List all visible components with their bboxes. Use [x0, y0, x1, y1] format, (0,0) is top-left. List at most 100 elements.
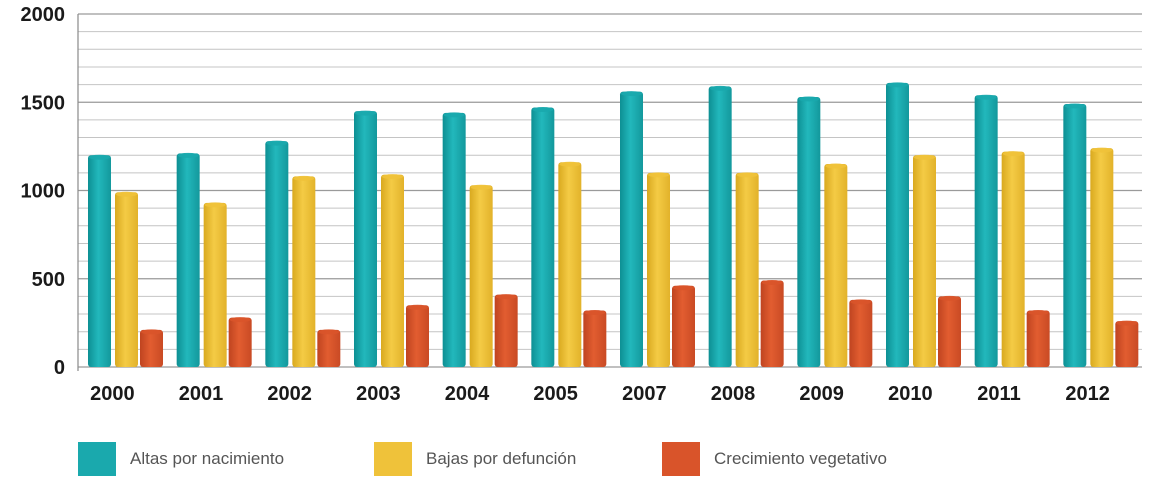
bar-body [494, 294, 518, 367]
bar-top [229, 317, 251, 323]
bar [381, 174, 404, 367]
legend-label-crecimiento: Crecimiento vegetativo [714, 449, 887, 468]
x-tick-label: 2002 [267, 383, 312, 405]
x-tick-label: 2011 [977, 383, 1020, 405]
bar-top [1064, 103, 1086, 109]
bar-top [89, 154, 110, 160]
bar-top [355, 110, 376, 116]
bar-top [1091, 147, 1113, 153]
bar-body [849, 299, 873, 367]
bar [203, 202, 227, 367]
bar-body [583, 310, 607, 367]
bar-top [887, 82, 908, 88]
bar-top [648, 172, 669, 178]
x-tick-label: 2009 [799, 383, 844, 405]
bar-top [975, 94, 997, 100]
bar-top [673, 285, 694, 291]
y-tick-label: 1500 [21, 92, 66, 114]
bar-top [761, 280, 783, 286]
bar [824, 163, 848, 367]
bar [1115, 320, 1139, 367]
y-tick-label: 0 [54, 357, 65, 379]
bar [760, 280, 784, 367]
bar-body [824, 164, 848, 367]
bar [494, 294, 518, 367]
legend-swatch-crecimiento [662, 442, 700, 476]
bar-body [1115, 321, 1139, 367]
bar [228, 317, 252, 367]
legend-swatch-bajas [374, 442, 412, 476]
bar-top [266, 140, 288, 146]
legend-item-altas: Altas por nacimiento [78, 442, 284, 476]
bar [647, 172, 670, 367]
bar [292, 175, 316, 367]
bars [88, 82, 1139, 368]
bar-top [470, 184, 492, 190]
bar [735, 172, 759, 367]
legend-item-crecimiento: Crecimiento vegetativo [662, 442, 887, 476]
bar-top [443, 112, 465, 118]
legend-item-bajas: Bajas por defunción [374, 442, 576, 476]
bar-top [1002, 151, 1024, 157]
bar-body [735, 172, 759, 367]
bar [176, 152, 200, 367]
bar [708, 85, 732, 368]
bar-body [140, 329, 163, 367]
bar-top [939, 295, 960, 301]
bar-body [469, 185, 493, 367]
legend: Altas por nacimiento Bajas por defunción… [78, 442, 1138, 476]
bar-body [176, 153, 200, 367]
bar-body [88, 155, 111, 367]
bar-top [825, 163, 847, 169]
bar-top [532, 107, 554, 113]
legend-swatch-altas [78, 442, 116, 476]
bar [974, 94, 998, 367]
x-tick-label: 2001 [179, 383, 224, 405]
bar-body [228, 317, 252, 367]
bar [620, 91, 643, 367]
bar-body [1090, 148, 1114, 367]
x-tick-label: 2004 [445, 383, 490, 405]
y-axis: 0 500 1000 1500 2000 [21, 4, 66, 379]
x-tick-label: 2010 [888, 383, 933, 405]
bar [354, 110, 377, 367]
bar-body [1026, 310, 1050, 367]
legend-label-altas: Altas por nacimiento [130, 449, 285, 468]
bar-top [798, 96, 820, 102]
bar-body [1063, 104, 1087, 367]
bar-body [913, 155, 936, 367]
bar-body [938, 296, 961, 367]
bar-body [647, 172, 670, 367]
bar-top [382, 174, 403, 180]
bar [140, 329, 163, 367]
bar-top [621, 91, 642, 97]
bar-body [558, 162, 582, 367]
bar [531, 107, 555, 368]
bar [88, 154, 111, 367]
bar [469, 184, 493, 367]
bar-top [736, 172, 758, 178]
bar [913, 154, 936, 367]
bar-top [204, 202, 226, 208]
bar-body [760, 280, 784, 367]
bar-body [1001, 151, 1025, 367]
bar-top [141, 329, 162, 335]
bar [797, 96, 821, 367]
bar-top [407, 304, 428, 310]
bar [1063, 103, 1087, 367]
bar-top [850, 299, 872, 305]
bar-body [531, 107, 555, 368]
bar-top [318, 329, 340, 335]
bar-body [442, 112, 466, 367]
bar-body [406, 305, 429, 367]
bar-body [292, 176, 316, 367]
bar-body [381, 174, 404, 367]
bar-body [797, 96, 821, 367]
bar-body [203, 202, 227, 367]
x-axis: 2000 2001 2002 2003 2004 2005 2007 2008 2009 2010… [90, 383, 1110, 405]
bar-top [584, 310, 606, 316]
bar-body [886, 82, 909, 368]
x-tick-label: 2012 [1065, 383, 1110, 405]
bar-body [265, 141, 289, 367]
bar-body [354, 111, 377, 367]
